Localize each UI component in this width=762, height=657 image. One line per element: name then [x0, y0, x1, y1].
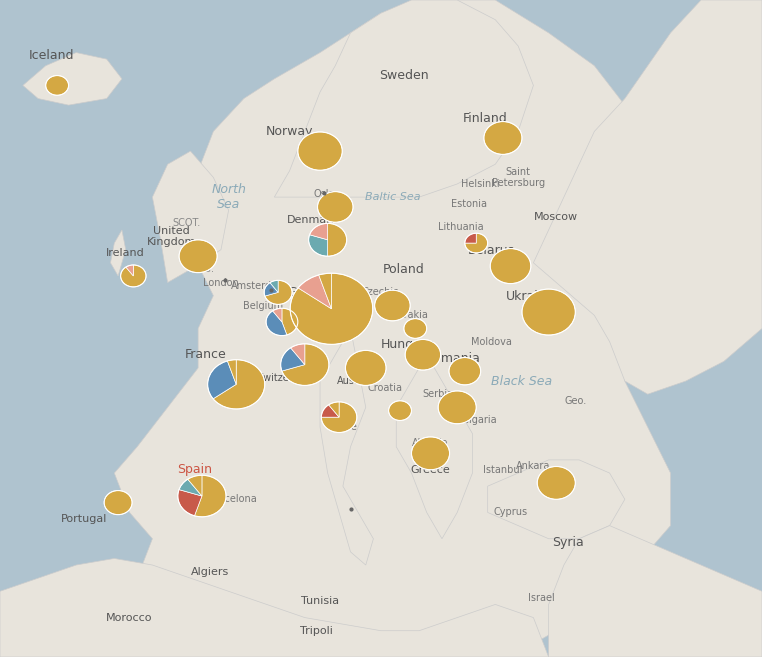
Wedge shape: [490, 248, 531, 284]
Text: Sweden: Sweden: [379, 69, 429, 82]
Text: Denmark: Denmark: [287, 215, 338, 225]
Text: United
Kingdom: United Kingdom: [147, 226, 196, 247]
Wedge shape: [194, 475, 226, 517]
Text: Switzerland: Switzerland: [258, 373, 314, 383]
Wedge shape: [298, 275, 331, 309]
Wedge shape: [270, 281, 278, 292]
Text: Albania: Albania: [412, 438, 449, 449]
Text: Tunisia: Tunisia: [301, 596, 339, 606]
Polygon shape: [549, 526, 762, 657]
Wedge shape: [120, 265, 146, 287]
Wedge shape: [273, 308, 282, 322]
Wedge shape: [290, 273, 373, 344]
Text: Greece: Greece: [411, 464, 450, 475]
Wedge shape: [405, 340, 440, 370]
Polygon shape: [396, 355, 472, 539]
Wedge shape: [328, 223, 347, 256]
Wedge shape: [322, 402, 357, 432]
Text: Geo.: Geo.: [564, 396, 587, 406]
Wedge shape: [465, 233, 476, 243]
Wedge shape: [404, 319, 427, 338]
Wedge shape: [213, 360, 264, 409]
Wedge shape: [484, 122, 522, 154]
Text: Amsterdam: Amsterdam: [231, 281, 287, 291]
Text: Istanbul: Istanbul: [483, 464, 523, 475]
Text: Belarus: Belarus: [468, 244, 515, 258]
Text: Ankara: Ankara: [516, 461, 551, 472]
Wedge shape: [282, 308, 298, 335]
Wedge shape: [328, 402, 339, 417]
Polygon shape: [533, 0, 762, 394]
Text: Morocco: Morocco: [106, 612, 153, 623]
Text: London: London: [203, 277, 239, 288]
Text: Finland: Finland: [463, 112, 507, 125]
Wedge shape: [290, 344, 305, 365]
Wedge shape: [227, 360, 236, 384]
Text: Helsinki: Helsinki: [461, 179, 499, 189]
Text: Croatia: Croatia: [367, 382, 402, 393]
Wedge shape: [187, 475, 202, 496]
Polygon shape: [274, 0, 533, 197]
Text: Belgium: Belgium: [243, 300, 283, 311]
Wedge shape: [465, 233, 488, 253]
Text: SCOT.: SCOT.: [172, 218, 201, 229]
Text: Czechia: Czechia: [362, 287, 400, 298]
Text: Tripoli: Tripoli: [299, 625, 333, 636]
Wedge shape: [309, 223, 328, 240]
Wedge shape: [309, 235, 328, 256]
Polygon shape: [110, 230, 126, 276]
Text: France: France: [185, 348, 226, 361]
Text: Israel: Israel: [527, 593, 555, 603]
Text: Rome: Rome: [329, 422, 357, 432]
Wedge shape: [282, 344, 329, 386]
Text: Moldova: Moldova: [471, 336, 512, 347]
Text: Algiers: Algiers: [190, 566, 229, 577]
Wedge shape: [345, 350, 386, 386]
Polygon shape: [320, 328, 373, 565]
Text: Romania: Romania: [426, 351, 481, 365]
Wedge shape: [264, 283, 278, 296]
Wedge shape: [179, 479, 202, 496]
Wedge shape: [537, 466, 575, 499]
Text: Poland: Poland: [383, 263, 424, 276]
Polygon shape: [23, 53, 122, 105]
Wedge shape: [280, 348, 305, 371]
Wedge shape: [411, 437, 450, 470]
Text: Hungary: Hungary: [381, 338, 434, 351]
Wedge shape: [522, 289, 575, 335]
Text: Ireland: Ireland: [107, 248, 145, 258]
Text: Norway: Norway: [266, 125, 313, 138]
Text: Cyprus: Cyprus: [494, 507, 527, 518]
Wedge shape: [208, 361, 236, 399]
Text: Austria: Austria: [337, 376, 372, 386]
Text: Barcelona: Barcelona: [208, 494, 257, 505]
Wedge shape: [298, 132, 342, 170]
Text: Saint
Petersburg: Saint Petersburg: [491, 167, 545, 188]
Text: Iceland: Iceland: [29, 49, 75, 62]
Wedge shape: [266, 311, 287, 336]
Wedge shape: [449, 357, 481, 385]
Text: Serbia: Serbia: [423, 389, 453, 399]
Wedge shape: [322, 405, 339, 417]
Text: ENG.: ENG.: [190, 264, 214, 275]
Text: Ukraine: Ukraine: [505, 290, 554, 304]
Text: Lithuania: Lithuania: [438, 221, 484, 232]
Polygon shape: [114, 0, 686, 657]
Wedge shape: [104, 491, 132, 514]
Wedge shape: [438, 391, 476, 424]
Text: Spain: Spain: [177, 463, 212, 476]
Wedge shape: [389, 401, 411, 420]
Text: Germany: Germany: [287, 286, 345, 299]
Wedge shape: [318, 192, 353, 222]
Text: Estonia: Estonia: [450, 198, 487, 209]
Wedge shape: [375, 290, 410, 321]
Wedge shape: [46, 76, 69, 95]
Wedge shape: [265, 281, 292, 304]
Text: Oslo: Oslo: [313, 189, 335, 199]
Text: Black Sea: Black Sea: [491, 374, 552, 388]
Wedge shape: [126, 265, 133, 276]
Text: Moscow: Moscow: [534, 212, 578, 222]
Text: Slovakia: Slovakia: [387, 310, 428, 321]
Polygon shape: [0, 558, 549, 657]
